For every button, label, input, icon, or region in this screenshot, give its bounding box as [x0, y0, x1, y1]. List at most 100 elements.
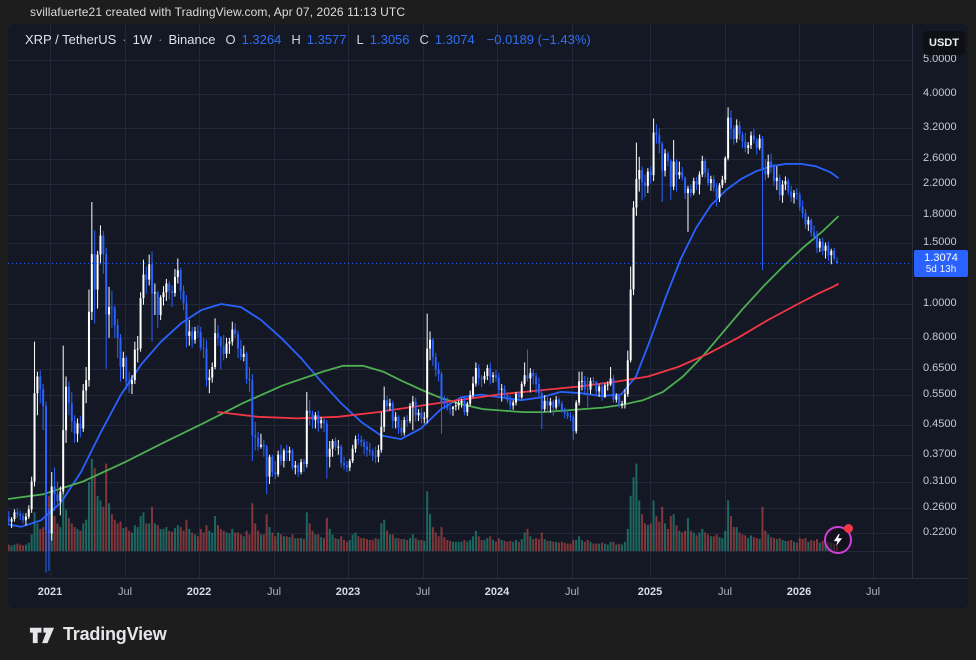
candle-body [569, 415, 572, 417]
candle-body [804, 213, 807, 225]
candle-body [532, 372, 535, 377]
volume-bar [199, 528, 202, 551]
time-axis[interactable]: 2021 Jul 2022 Jul 2023 Jul 2024 Jul 2025 Jul 2026 J… [8, 578, 968, 608]
volume-bar [712, 536, 715, 551]
candle-body [96, 254, 99, 290]
volume-bar [804, 538, 807, 551]
exchange-label: Binance [168, 32, 216, 47]
candle-body [242, 353, 245, 357]
candle-body [744, 141, 747, 148]
volume-bar [394, 538, 397, 551]
volume-bar [16, 543, 19, 551]
candle-body [171, 290, 174, 294]
volume-bar [65, 509, 68, 551]
candle-body [56, 494, 59, 502]
candle-body [423, 417, 426, 419]
volume-bar [540, 532, 543, 551]
volume-bar [354, 532, 357, 551]
candle-body [222, 346, 225, 354]
candle-body [36, 376, 39, 394]
volume-bar [727, 500, 730, 551]
price-axis[interactable]: USDT 1.3074 5d 13h 5.0000 4.0000 3.2000 2.6… [912, 24, 968, 608]
candle-body [474, 368, 477, 384]
volume-bar [655, 516, 658, 551]
candle-body [199, 332, 202, 348]
price-tick-label: 2.2000 [923, 177, 957, 190]
candle-body [661, 143, 664, 171]
candle-body [380, 426, 383, 450]
volume-bar [469, 539, 472, 551]
candle-body [704, 160, 707, 173]
main-chart-svg[interactable] [8, 24, 912, 578]
candle-body [394, 416, 397, 422]
volume-bar [156, 525, 159, 551]
candle-body [652, 132, 655, 176]
candle-body [629, 289, 632, 361]
candle-body [325, 423, 328, 457]
change-value: −0.0189 (−1.43%) [486, 32, 591, 47]
volume-bar [489, 536, 492, 551]
candle-body [216, 333, 219, 338]
candle-body [99, 235, 102, 255]
candle-body [153, 292, 156, 294]
volume-bar [609, 541, 612, 551]
candle-body [810, 220, 813, 233]
volume-bar [148, 523, 151, 551]
candle-body [440, 374, 443, 404]
candle-body [191, 331, 194, 340]
volume-bar [735, 527, 738, 551]
candle-body [641, 170, 644, 183]
candle-body [291, 450, 294, 468]
candle-body [729, 117, 732, 129]
price-tick-label: 1.8000 [923, 207, 957, 220]
volume-bar [408, 538, 411, 551]
candle-body [678, 171, 681, 176]
candle-body [168, 283, 171, 291]
volume-bar [440, 527, 443, 551]
candle-body [188, 331, 191, 336]
volume-bar [793, 541, 796, 551]
volume-bar [715, 534, 718, 551]
lightning-ideas-button[interactable] [824, 524, 853, 554]
currency-toggle-button[interactable]: USDT [923, 31, 965, 55]
volume-bar [182, 530, 185, 551]
candle-body [257, 437, 260, 447]
candle-body [340, 446, 343, 464]
volume-bar [767, 534, 770, 551]
volume-bar [162, 528, 165, 551]
volume-bar [216, 525, 219, 551]
candle-body [214, 333, 217, 367]
candle-body [494, 375, 497, 378]
candle-body [431, 339, 434, 357]
time-tick-label: Jul [117, 586, 133, 598]
candle-body [277, 454, 280, 475]
candle-body [798, 194, 801, 207]
volume-bar [205, 525, 208, 551]
candle-body [778, 177, 781, 196]
candle-body [818, 241, 821, 248]
candle-body [795, 192, 798, 195]
volume-bar [380, 523, 383, 551]
volume-bar [231, 528, 234, 551]
volume-bar [357, 536, 360, 551]
candle-body [262, 444, 265, 447]
candle-body [128, 381, 131, 384]
candle-body [655, 132, 658, 135]
tradingview-logo[interactable]: TradingView [28, 621, 167, 648]
volume-bar [73, 527, 76, 551]
candle-body [125, 358, 128, 382]
volume-bar [741, 534, 744, 551]
candle-body [589, 380, 592, 390]
footer-bar: TradingView [0, 608, 976, 660]
volume-bar [297, 538, 300, 551]
candle-body [681, 171, 684, 178]
attribution-bar: svillafuerte21 created with TradingView.… [0, 0, 976, 24]
candle-body [833, 250, 836, 259]
volume-bar [388, 534, 391, 551]
volume-bar [125, 527, 128, 551]
candle-body [42, 389, 45, 407]
volume-bar [600, 542, 603, 551]
volume-bar [437, 536, 440, 551]
candle-body [566, 412, 569, 416]
